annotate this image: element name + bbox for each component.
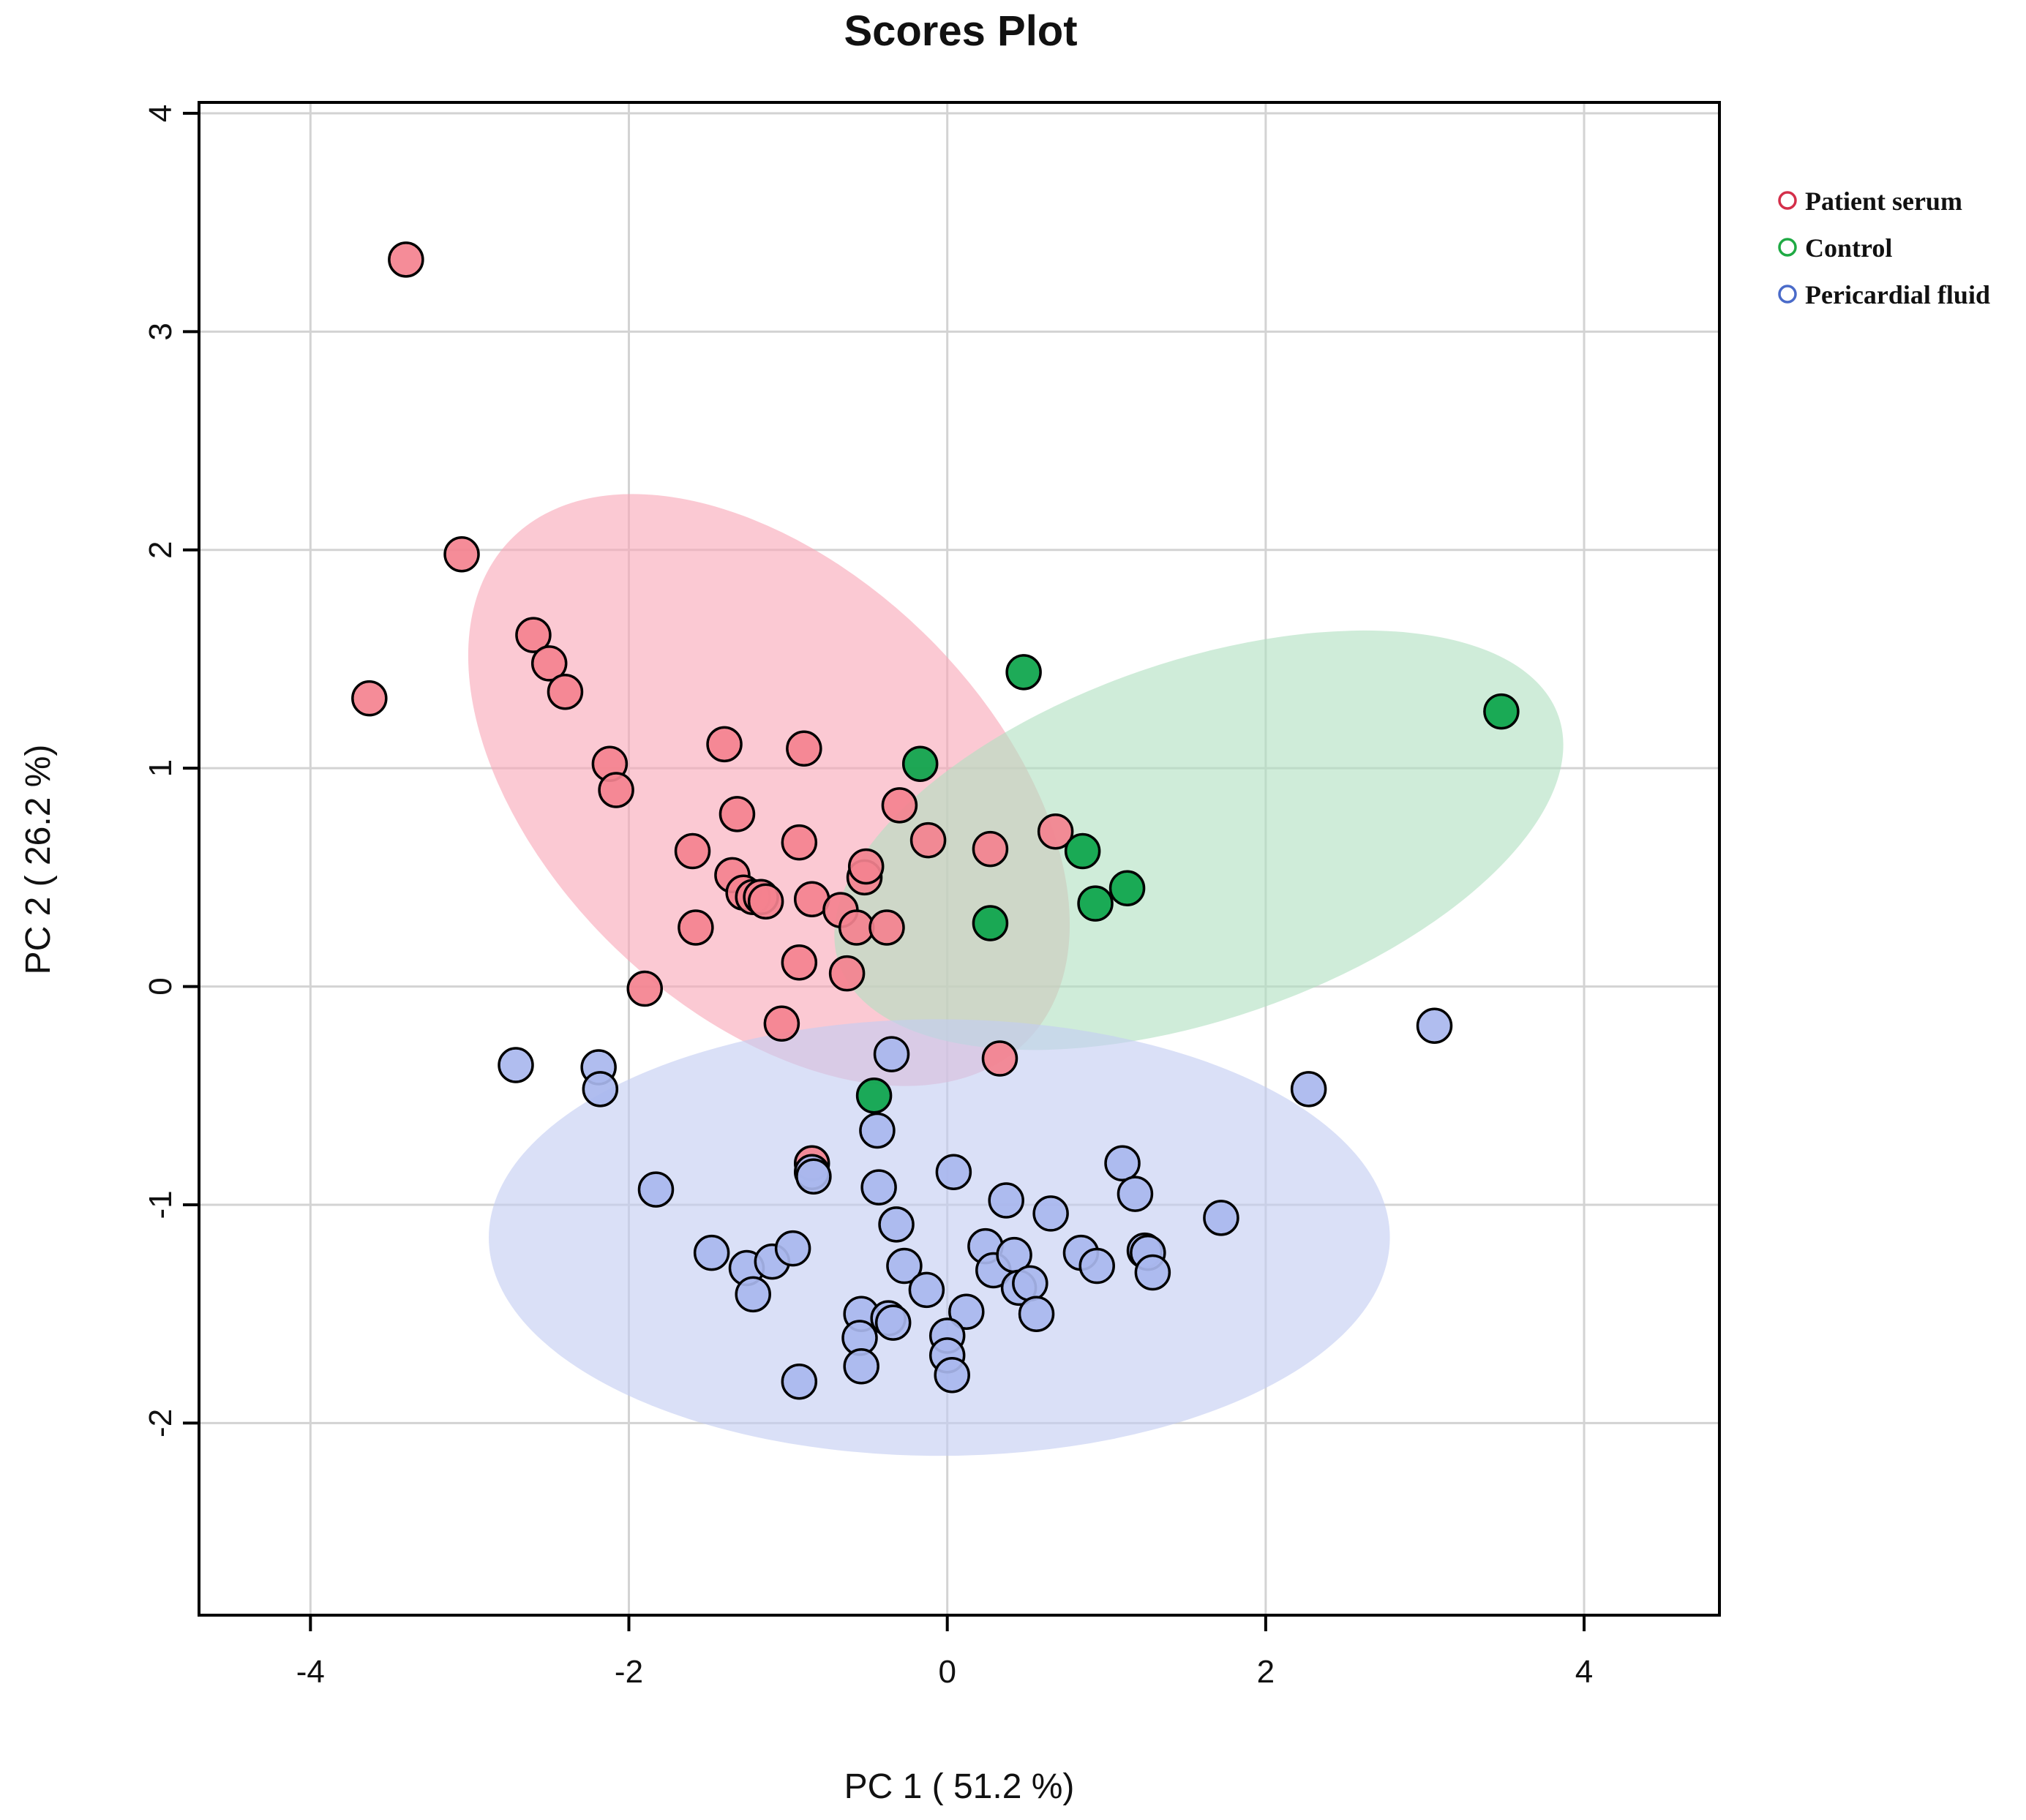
point-pericardial-fluid-14 bbox=[860, 1169, 897, 1206]
point-pericardial-fluid-12 bbox=[873, 1036, 910, 1072]
point-pericardial-fluid-2 bbox=[582, 1071, 619, 1108]
legend-label-control: Control bbox=[1805, 233, 1892, 263]
y-tick-label-5: 3 bbox=[143, 323, 179, 340]
x-tick-label-4: 4 bbox=[1575, 1654, 1593, 1690]
x-tick-label-1: -2 bbox=[615, 1654, 643, 1690]
legend-marker-pericardial-fluid bbox=[1778, 285, 1797, 304]
point-pericardial-fluid-6 bbox=[735, 1276, 771, 1313]
confidence-ellipses bbox=[468, 494, 1564, 1456]
point-patient-serum-33 bbox=[981, 1040, 1018, 1077]
point-patient-serum-2 bbox=[351, 680, 388, 717]
point-patient-serum-30 bbox=[763, 1005, 800, 1042]
ellipse-control bbox=[834, 630, 1564, 1050]
point-pericardial-fluid-34 bbox=[1018, 1296, 1055, 1332]
point-pericardial-fluid-11 bbox=[781, 1363, 818, 1400]
point-pericardial-fluid-38 bbox=[1104, 1145, 1141, 1182]
point-control-5 bbox=[972, 905, 1009, 941]
x-axis-label: PC 1 ( 51.2 %) bbox=[844, 1767, 1075, 1806]
point-patient-serum-3 bbox=[515, 617, 552, 653]
x-axis: -4 -2 0 2 4 bbox=[296, 1615, 1593, 1690]
legend-marker-control bbox=[1778, 238, 1797, 257]
plot-frame bbox=[198, 101, 1721, 1617]
point-pericardial-fluid-26 bbox=[934, 1356, 970, 1394]
legend: Patient serum Control Pericardial fluid bbox=[1778, 187, 1990, 309]
point-pericardial-fluid-20 bbox=[843, 1348, 879, 1385]
point-patient-serum-7 bbox=[598, 772, 634, 808]
point-pericardial-fluid-30 bbox=[988, 1182, 1024, 1219]
y-axis-label: PC 2 ( 26.2 %) bbox=[19, 745, 58, 975]
point-control-0 bbox=[1005, 654, 1042, 691]
y-tick-label-6: 4 bbox=[143, 105, 179, 122]
point-pericardial-fluid-22 bbox=[874, 1304, 912, 1341]
point-control-7 bbox=[855, 1078, 893, 1114]
legend-marker-patient-serum bbox=[1778, 191, 1797, 210]
point-control-2 bbox=[1064, 832, 1101, 870]
x-tick-label-0: -4 bbox=[296, 1654, 325, 1690]
point-pericardial-fluid-13 bbox=[859, 1112, 896, 1149]
point-patient-serum-21 bbox=[838, 909, 875, 946]
point-patient-serum-32 bbox=[1037, 813, 1074, 850]
point-pericardial-fluid-44 bbox=[1290, 1071, 1327, 1108]
point-patient-serum-24 bbox=[868, 909, 905, 946]
point-pericardial-fluid-39 bbox=[1117, 1176, 1154, 1212]
point-pericardial-fluid-15 bbox=[878, 1206, 915, 1243]
point-patient-serum-0 bbox=[388, 241, 424, 278]
point-control-1 bbox=[901, 745, 939, 782]
point-control-3 bbox=[1077, 885, 1114, 922]
legend-label-patient-serum: Patient serum bbox=[1805, 187, 1962, 216]
point-control-4 bbox=[1108, 870, 1146, 907]
point-pericardial-fluid-3 bbox=[637, 1171, 675, 1208]
point-pericardial-fluid-33 bbox=[1012, 1265, 1048, 1302]
point-patient-serum-27 bbox=[781, 944, 818, 981]
y-axis: -2 -1 0 1 2 3 4 bbox=[143, 105, 199, 1437]
x-tick-label-2: 0 bbox=[938, 1654, 956, 1690]
point-pericardial-fluid-10 bbox=[795, 1158, 832, 1195]
point-pericardial-fluid-45 bbox=[1416, 1007, 1453, 1045]
point-pericardial-fluid-37 bbox=[1078, 1247, 1115, 1285]
point-patient-serum-5 bbox=[547, 673, 584, 710]
point-patient-serum-10 bbox=[706, 726, 743, 763]
ellipse-pericardial-fluid bbox=[489, 1019, 1390, 1456]
point-patient-serum-18 bbox=[781, 824, 818, 861]
point-pericardial-fluid-27 bbox=[935, 1154, 972, 1190]
point-pericardial-fluid-43 bbox=[1203, 1200, 1239, 1236]
point-patient-serum-23 bbox=[847, 848, 885, 885]
point-pericardial-fluid-42 bbox=[1134, 1254, 1171, 1291]
point-pericardial-fluid-4 bbox=[693, 1234, 730, 1271]
point-patient-serum-28 bbox=[828, 955, 866, 992]
point-patient-serum-29 bbox=[626, 970, 664, 1007]
point-patient-serum-11 bbox=[719, 796, 756, 832]
legend-label-pericardial-fluid: Pericardial fluid bbox=[1805, 280, 1990, 309]
point-pericardial-fluid-23 bbox=[948, 1293, 985, 1330]
point-pericardial-fluid-35 bbox=[1032, 1195, 1069, 1232]
y-tick-label-1: -1 bbox=[143, 1190, 179, 1219]
y-tick-label-4: 2 bbox=[143, 541, 179, 559]
y-tick-label-3: 1 bbox=[143, 759, 179, 777]
data-points bbox=[351, 241, 1520, 1400]
point-pericardial-fluid-16 bbox=[886, 1247, 923, 1285]
point-patient-serum-25 bbox=[881, 787, 918, 824]
point-pericardial-fluid-8 bbox=[774, 1230, 811, 1267]
point-patient-serum-4 bbox=[530, 645, 568, 682]
chart-title: Scores Plot bbox=[844, 7, 1077, 55]
point-control-6 bbox=[1483, 693, 1520, 730]
point-pericardial-fluid-17 bbox=[908, 1271, 945, 1309]
point-patient-serum-8 bbox=[674, 832, 711, 870]
y-tick-label-2: 0 bbox=[143, 977, 179, 995]
point-patient-serum-1 bbox=[443, 535, 480, 573]
point-patient-serum-9 bbox=[678, 909, 714, 946]
y-tick-label-0: -2 bbox=[143, 1409, 179, 1437]
point-patient-serum-17 bbox=[786, 730, 822, 767]
point-patient-serum-16 bbox=[747, 883, 784, 920]
x-tick-label-3: 2 bbox=[1257, 1654, 1275, 1690]
point-patient-serum-31 bbox=[972, 830, 1009, 868]
point-pericardial-fluid-0 bbox=[498, 1047, 534, 1083]
point-patient-serum-26 bbox=[909, 821, 947, 859]
